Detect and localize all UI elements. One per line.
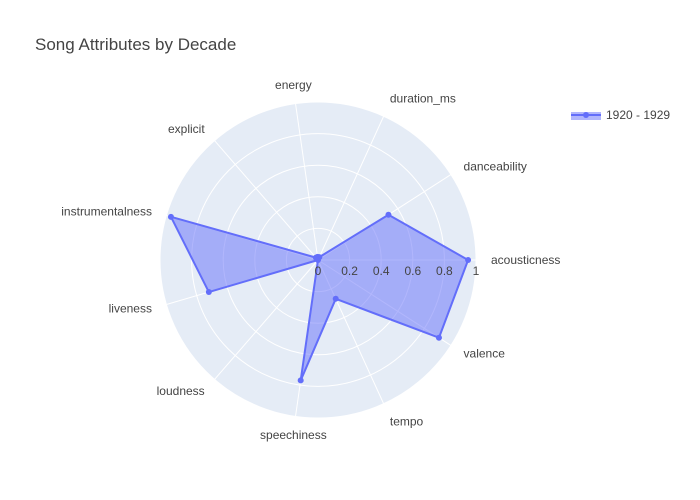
radial-tick-2: 0.4 bbox=[373, 264, 390, 278]
legend[interactable]: 1920 - 1929 bbox=[571, 108, 670, 122]
chart-title: Song Attributes by Decade bbox=[35, 35, 236, 54]
spoke-loudness bbox=[214, 259, 319, 380]
spoke-explicit bbox=[214, 140, 319, 261]
angular-axis-labels: acousticness danceability duration_ms energ… bbox=[61, 78, 560, 442]
data-point-valence[interactable] bbox=[435, 334, 442, 341]
data-point-tempo[interactable] bbox=[332, 295, 339, 302]
legend-item-1920-1929[interactable]: 1920 - 1929 bbox=[606, 108, 670, 122]
radial-tick-4: 0.8 bbox=[436, 264, 453, 278]
angular-label-valence: valence bbox=[464, 347, 506, 361]
radial-tick-1: 0.2 bbox=[341, 264, 358, 278]
angular-label-danceability: danceability bbox=[464, 159, 527, 173]
angular-label-explicit: explicit bbox=[168, 122, 205, 136]
data-point-liveness[interactable] bbox=[205, 289, 212, 296]
angular-label-duration_ms: duration_ms bbox=[390, 92, 456, 106]
radial-tick-5: 1 bbox=[473, 264, 480, 278]
series-area-0 bbox=[169, 213, 470, 382]
radial-tick-0: 0 bbox=[315, 264, 322, 278]
data-point-loudness[interactable] bbox=[315, 257, 321, 263]
spoke-duration_ms bbox=[317, 116, 385, 261]
spoke-energy bbox=[295, 103, 319, 261]
legend-marker bbox=[583, 112, 589, 118]
angular-label-tempo: tempo bbox=[390, 414, 424, 428]
angular-label-acousticness: acousticness bbox=[491, 253, 560, 267]
angular-label-instrumentalness: instrumentalness bbox=[61, 204, 152, 218]
radial-tick-3: 0.6 bbox=[404, 264, 421, 278]
angular-label-speechiness: speechiness bbox=[260, 428, 327, 442]
data-point-acousticness[interactable] bbox=[465, 257, 472, 263]
series-layer bbox=[167, 211, 472, 384]
angular-label-liveness: liveness bbox=[109, 302, 152, 316]
data-point-instrumentalness[interactable] bbox=[167, 213, 174, 220]
data-point-danceability[interactable] bbox=[385, 211, 392, 218]
data-point-speechiness[interactable] bbox=[297, 377, 304, 384]
radial-axis-labels: 0 0.2 0.4 0.6 0.8 1 bbox=[315, 264, 480, 278]
angular-label-energy: energy bbox=[275, 78, 312, 92]
angular-label-loudness: loudness bbox=[157, 384, 205, 398]
